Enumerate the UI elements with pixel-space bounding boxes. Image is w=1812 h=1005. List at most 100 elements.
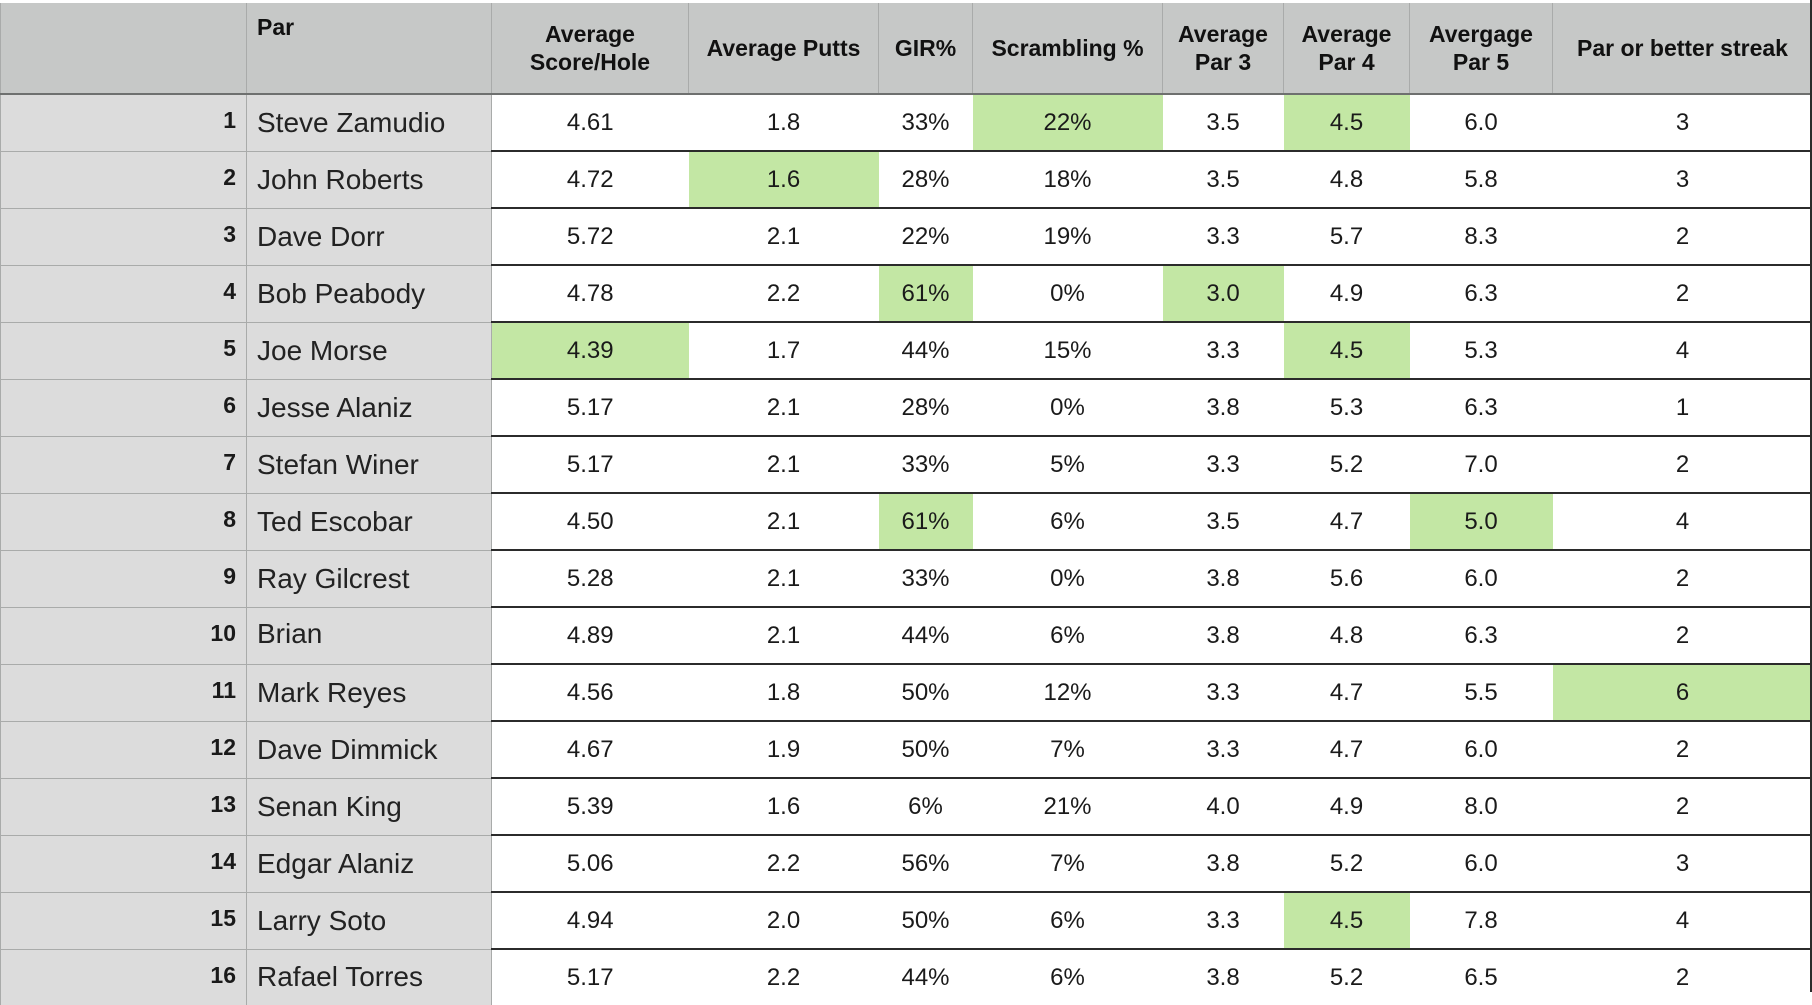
scrambling-cell[interactable]: 18% [973, 151, 1163, 208]
avg-par5-cell[interactable]: 5.3 [1410, 322, 1553, 379]
avg-putts-cell[interactable]: 2.1 [689, 493, 879, 550]
avg-score-hole-cell[interactable]: 5.17 [492, 436, 689, 493]
avg-putts-cell[interactable]: 2.1 [689, 208, 879, 265]
avg-putts-cell[interactable]: 2.1 [689, 607, 879, 664]
avg-par4-cell[interactable]: 4.7 [1284, 721, 1410, 778]
streak-cell[interactable]: 3 [1553, 151, 1812, 208]
row-number[interactable]: 14 [1, 835, 247, 892]
player-name-cell[interactable]: Dave Dimmick [247, 721, 492, 778]
avg-par4-cell[interactable]: 4.9 [1284, 778, 1410, 835]
avg-par5-cell[interactable]: 6.0 [1410, 721, 1553, 778]
streak-cell[interactable]: 2 [1553, 778, 1812, 835]
avg-par3-cell[interactable]: 3.8 [1163, 379, 1284, 436]
col-header-name[interactable]: Par [247, 3, 492, 94]
gir-cell[interactable]: 61% [879, 265, 973, 322]
streak-cell[interactable]: 3 [1553, 94, 1812, 151]
avg-score-hole-cell[interactable]: 4.72 [492, 151, 689, 208]
player-name-cell[interactable]: Joe Morse [247, 322, 492, 379]
scrambling-cell[interactable]: 15% [973, 322, 1163, 379]
row-number[interactable]: 4 [1, 265, 247, 322]
avg-par3-cell[interactable]: 3.3 [1163, 721, 1284, 778]
streak-cell[interactable]: 6 [1553, 664, 1812, 721]
avg-par4-cell[interactable]: 5.3 [1284, 379, 1410, 436]
avg-par5-cell[interactable]: 6.3 [1410, 265, 1553, 322]
row-number[interactable]: 2 [1, 151, 247, 208]
col-header-gir[interactable]: GIR% [879, 3, 973, 94]
avg-putts-cell[interactable]: 2.2 [689, 949, 879, 1005]
avg-score-hole-cell[interactable]: 5.17 [492, 379, 689, 436]
avg-par3-cell[interactable]: 3.0 [1163, 265, 1284, 322]
row-number[interactable]: 12 [1, 721, 247, 778]
avg-par5-cell[interactable]: 5.8 [1410, 151, 1553, 208]
avg-par5-cell[interactable]: 6.3 [1410, 607, 1553, 664]
avg-par4-cell[interactable]: 4.5 [1284, 94, 1410, 151]
gir-cell[interactable]: 33% [879, 436, 973, 493]
scrambling-cell[interactable]: 6% [973, 493, 1163, 550]
avg-par5-cell[interactable]: 6.0 [1410, 94, 1553, 151]
streak-cell[interactable]: 2 [1553, 550, 1812, 607]
streak-cell[interactable]: 4 [1553, 892, 1812, 949]
avg-putts-cell[interactable]: 2.1 [689, 436, 879, 493]
avg-putts-cell[interactable]: 1.6 [689, 151, 879, 208]
avg-par5-cell[interactable]: 7.0 [1410, 436, 1553, 493]
scrambling-cell[interactable]: 7% [973, 835, 1163, 892]
scrambling-cell[interactable]: 6% [973, 607, 1163, 664]
gir-cell[interactable]: 50% [879, 721, 973, 778]
avg-score-hole-cell[interactable]: 4.61 [492, 94, 689, 151]
avg-par5-cell[interactable]: 6.3 [1410, 379, 1553, 436]
player-name-cell[interactable]: Stefan Winer [247, 436, 492, 493]
avg-putts-cell[interactable]: 1.8 [689, 94, 879, 151]
row-number[interactable]: 10 [1, 607, 247, 664]
streak-cell[interactable]: 1 [1553, 379, 1812, 436]
row-number[interactable]: 11 [1, 664, 247, 721]
player-name-cell[interactable]: Larry Soto [247, 892, 492, 949]
avg-par4-cell[interactable]: 5.2 [1284, 835, 1410, 892]
streak-cell[interactable]: 2 [1553, 208, 1812, 265]
player-name-cell[interactable]: Senan King [247, 778, 492, 835]
row-number[interactable]: 1 [1, 94, 247, 151]
avg-par3-cell[interactable]: 3.5 [1163, 94, 1284, 151]
gir-cell[interactable]: 61% [879, 493, 973, 550]
gir-cell[interactable]: 28% [879, 151, 973, 208]
avg-putts-cell[interactable]: 1.9 [689, 721, 879, 778]
gir-cell[interactable]: 56% [879, 835, 973, 892]
scrambling-cell[interactable]: 0% [973, 379, 1163, 436]
gir-cell[interactable]: 44% [879, 322, 973, 379]
player-name-cell[interactable]: Bob Peabody [247, 265, 492, 322]
avg-par3-cell[interactable]: 3.8 [1163, 949, 1284, 1005]
avg-par4-cell[interactable]: 5.2 [1284, 949, 1410, 1005]
avg-par3-cell[interactable]: 4.0 [1163, 778, 1284, 835]
avg-par5-cell[interactable]: 7.8 [1410, 892, 1553, 949]
col-header-avg-par4[interactable]: Average Par 4 [1284, 3, 1410, 94]
avg-score-hole-cell[interactable]: 4.56 [492, 664, 689, 721]
avg-par4-cell[interactable]: 4.9 [1284, 265, 1410, 322]
gir-cell[interactable]: 50% [879, 664, 973, 721]
scrambling-cell[interactable]: 5% [973, 436, 1163, 493]
player-name-cell[interactable]: Ted Escobar [247, 493, 492, 550]
avg-par4-cell[interactable]: 4.8 [1284, 151, 1410, 208]
gir-cell[interactable]: 33% [879, 94, 973, 151]
avg-par3-cell[interactable]: 3.3 [1163, 322, 1284, 379]
avg-putts-cell[interactable]: 1.8 [689, 664, 879, 721]
scrambling-cell[interactable]: 6% [973, 892, 1163, 949]
player-name-cell[interactable]: Edgar Alaniz [247, 835, 492, 892]
avg-par3-cell[interactable]: 3.5 [1163, 151, 1284, 208]
gir-cell[interactable]: 33% [879, 550, 973, 607]
avg-par3-cell[interactable]: 3.3 [1163, 664, 1284, 721]
avg-par4-cell[interactable]: 5.7 [1284, 208, 1410, 265]
avg-par5-cell[interactable]: 8.3 [1410, 208, 1553, 265]
avg-par4-cell[interactable]: 4.8 [1284, 607, 1410, 664]
row-number[interactable]: 8 [1, 493, 247, 550]
avg-par4-cell[interactable]: 4.5 [1284, 892, 1410, 949]
avg-par4-cell[interactable]: 4.5 [1284, 322, 1410, 379]
avg-par4-cell[interactable]: 5.6 [1284, 550, 1410, 607]
avg-par3-cell[interactable]: 3.5 [1163, 493, 1284, 550]
row-number[interactable]: 6 [1, 379, 247, 436]
avg-score-hole-cell[interactable]: 5.28 [492, 550, 689, 607]
streak-cell[interactable]: 4 [1553, 322, 1812, 379]
avg-par3-cell[interactable]: 3.8 [1163, 607, 1284, 664]
row-number[interactable]: 3 [1, 208, 247, 265]
scrambling-cell[interactable]: 12% [973, 664, 1163, 721]
streak-cell[interactable]: 2 [1553, 436, 1812, 493]
gir-cell[interactable]: 28% [879, 379, 973, 436]
